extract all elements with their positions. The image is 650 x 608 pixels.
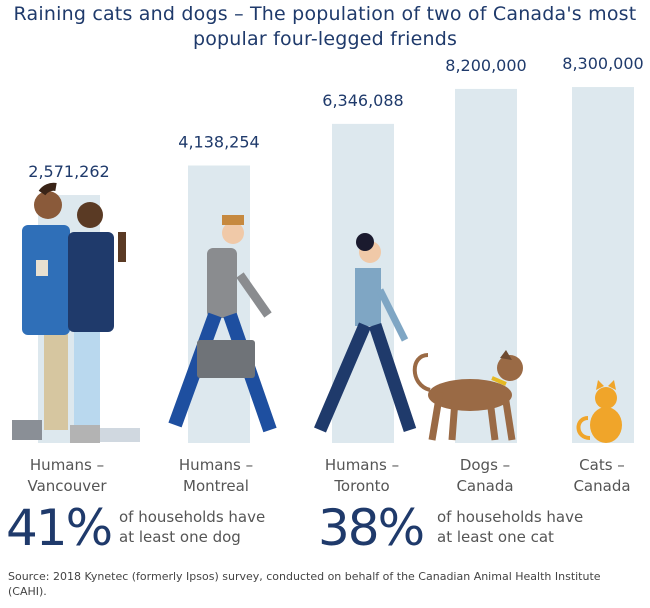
- category-label-dogs: Dogs – Canada: [456, 456, 514, 495]
- dog-illustration: [412, 350, 523, 441]
- value-label: 2,571,262: [28, 162, 109, 181]
- cat-household-text: of households have at least one cat: [437, 508, 584, 546]
- value-label: 8,300,000: [562, 54, 643, 73]
- bar: [572, 87, 634, 444]
- dog-household-percent: 41%: [6, 499, 113, 557]
- chart-title: Raining cats and dogs – The population o…: [13, 3, 637, 50]
- value-label: 6,346,088: [322, 91, 403, 110]
- source-note: Source: 2018 Kynetec (formerly Ipsos) su…: [8, 570, 601, 598]
- category-label-vancouver: Humans – Vancouver: [27, 456, 107, 495]
- humans-vancouver-illustration: [12, 182, 140, 443]
- humans-toronto-illustration: [314, 233, 417, 433]
- dog-household-text: of households have at least one dog: [119, 508, 266, 546]
- category-label-cats: Cats – Canada: [573, 456, 631, 495]
- cat-illustration: [576, 380, 622, 443]
- value-label: 8,200,000: [445, 56, 526, 75]
- cat-household-percent: 38%: [318, 499, 425, 557]
- humans-montreal-illustration: [168, 215, 277, 433]
- category-label-toronto: Humans – Toronto: [324, 456, 400, 495]
- category-label-montreal: Humans – Montreal: [178, 456, 254, 495]
- bar-chart: 2,571,262 4,138,254 6,346,088 8,200,000 8,30…: [12, 54, 644, 444]
- value-label: 4,138,254: [178, 132, 259, 151]
